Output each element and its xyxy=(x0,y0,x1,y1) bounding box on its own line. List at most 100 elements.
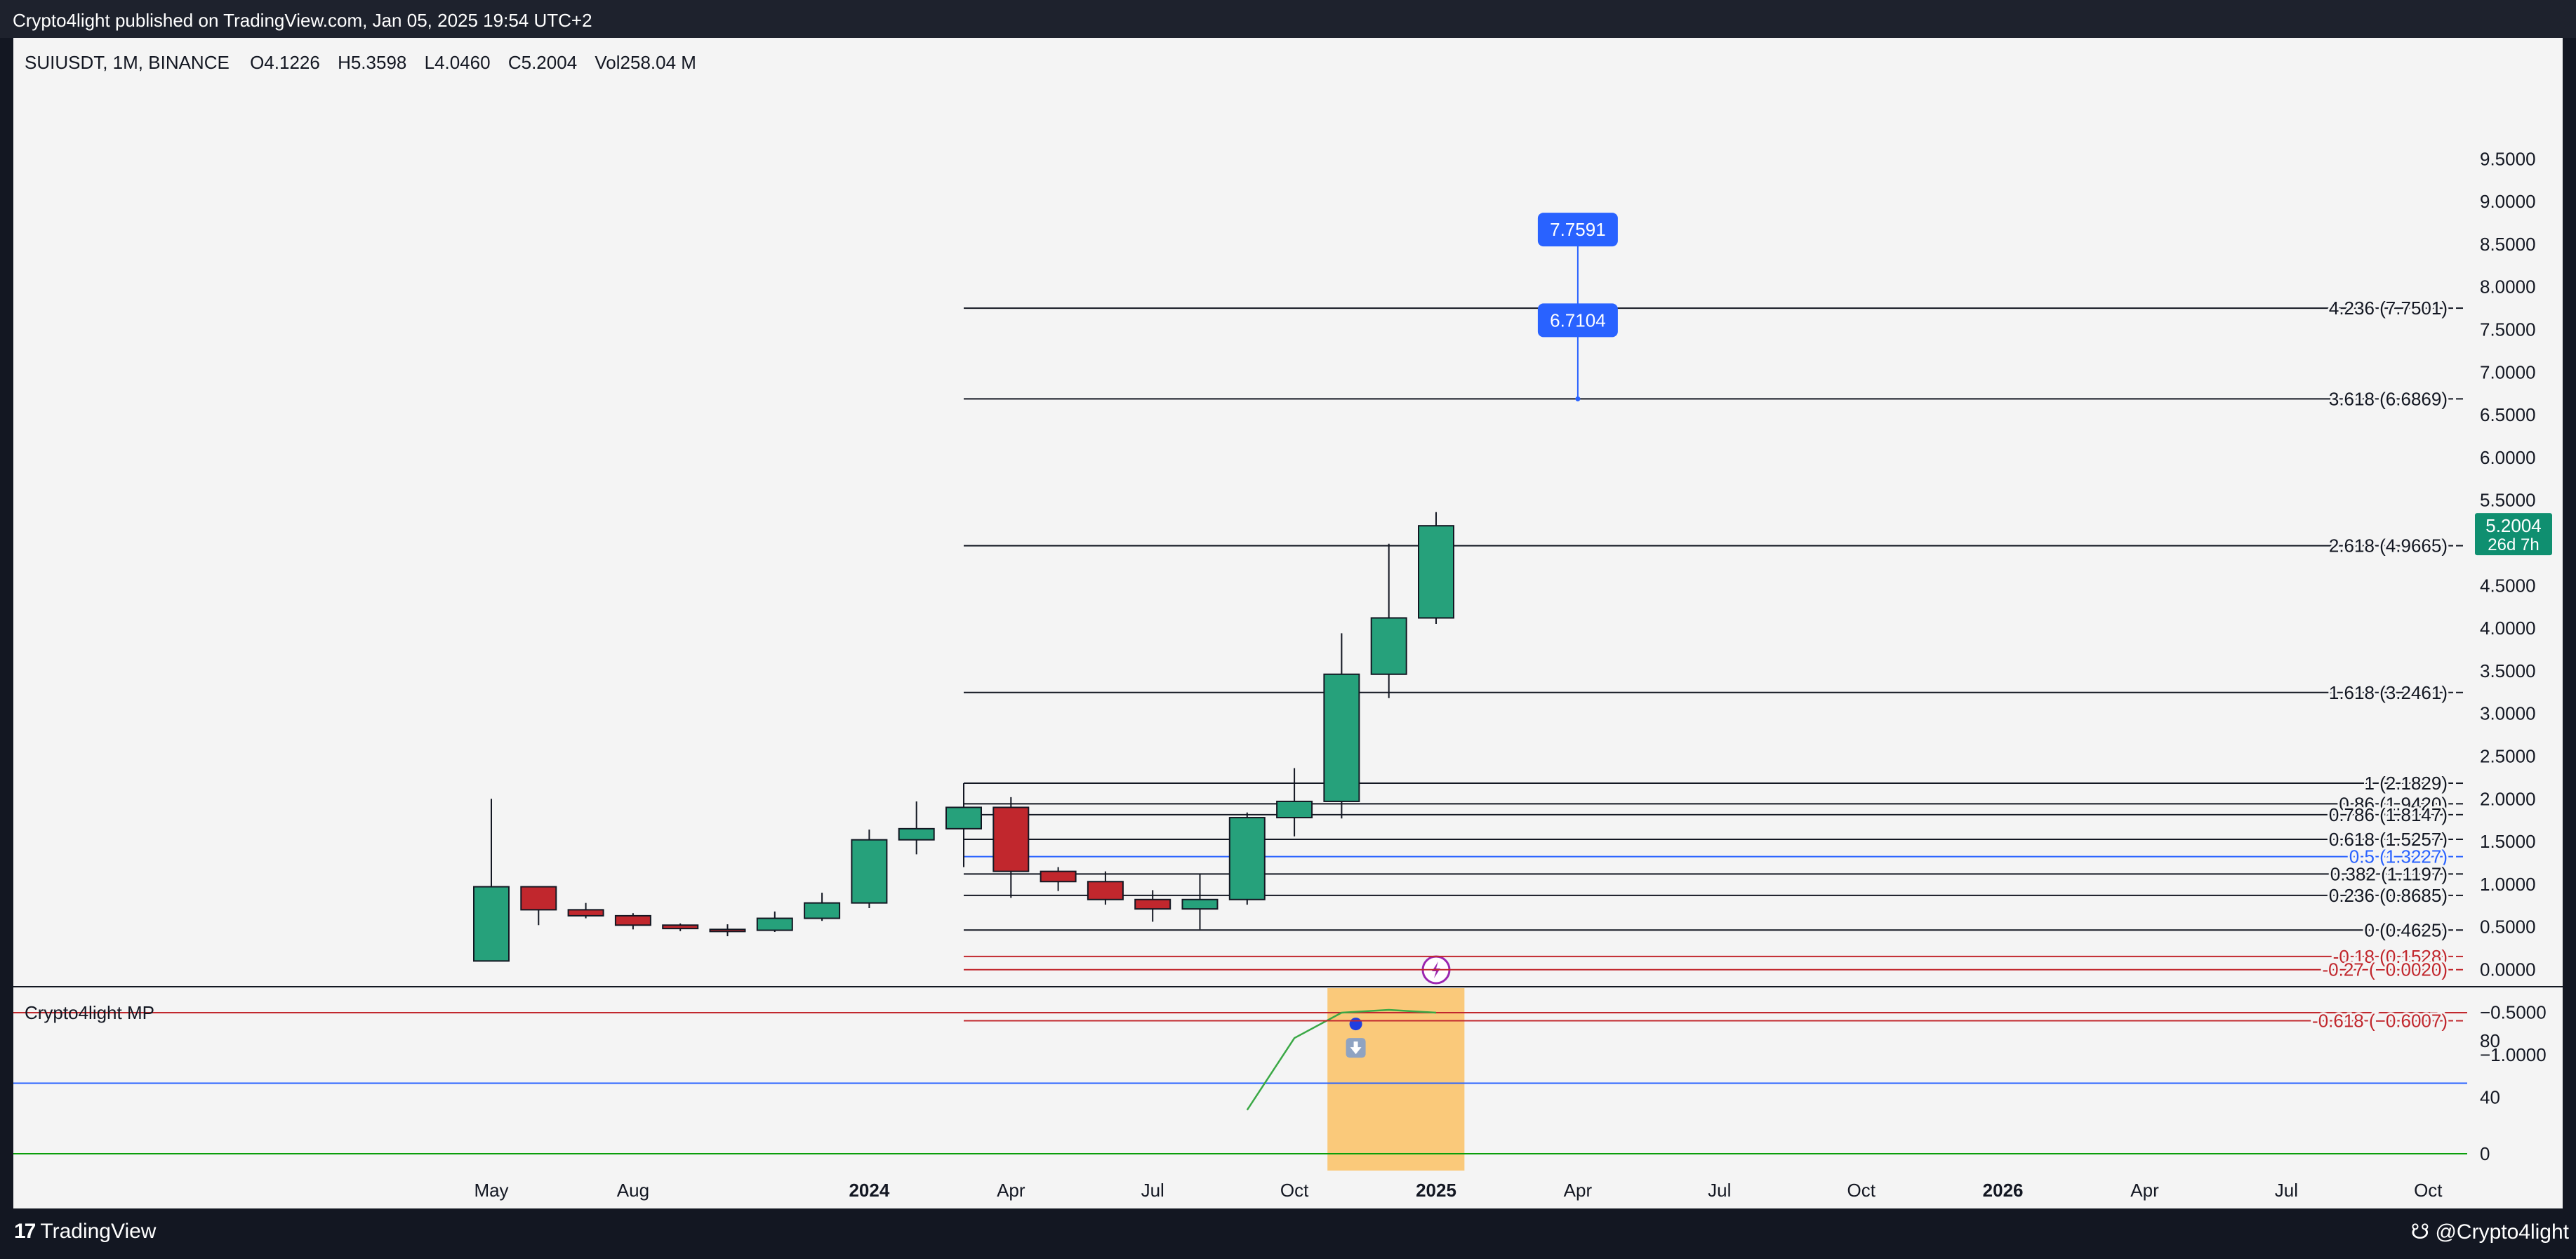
price-axis-label: −0.5000 xyxy=(2480,1001,2547,1022)
target-label-box[interactable] xyxy=(1537,213,1618,247)
time-axis-label: Oct xyxy=(1280,1180,1309,1201)
fib-level-label: 0 (0.4625) xyxy=(2364,919,2448,940)
candle-body[interactable] xyxy=(614,914,651,926)
published-info: Crypto4light published on TradingView.co… xyxy=(13,10,592,31)
fib-level-label: 0.236 (0.8685) xyxy=(2329,885,2448,906)
price-axis-label: 6.0000 xyxy=(2480,447,2536,468)
low-value: 4.0460 xyxy=(434,52,491,73)
bottom-bar: 17 TradingView ☋ @Crypto4light xyxy=(0,1208,2576,1259)
fib-level-label: 0.786 (1.8147) xyxy=(2329,804,2448,825)
candle-body[interactable] xyxy=(1228,817,1266,900)
fib-level-label: 1 (2.1829) xyxy=(2364,773,2448,794)
candle-body[interactable] xyxy=(1134,898,1171,910)
tradingview-logo[interactable]: 17 TradingView xyxy=(14,1220,156,1244)
indicator-axis-label: 0 xyxy=(2480,1143,2490,1164)
symbol-name: SUIUSDT, 1M, BINANCE xyxy=(25,52,230,73)
candle-body[interactable] xyxy=(1276,800,1313,819)
time-axis-label: Apr xyxy=(2130,1180,2159,1201)
candle-body[interactable] xyxy=(945,806,982,830)
time-axis-label: Jul xyxy=(2275,1180,2298,1201)
price-axis-label: −1.0000 xyxy=(2480,1044,2547,1065)
time-axis-label: May xyxy=(474,1180,508,1201)
time-axis-label: 2025 xyxy=(1416,1180,1456,1201)
price-axis-label: 8.5000 xyxy=(2480,234,2536,255)
target-label-box[interactable] xyxy=(1537,303,1618,338)
candle-body[interactable] xyxy=(756,917,793,931)
price-axis-label: 8.0000 xyxy=(2480,277,2536,298)
high-value: 5.3598 xyxy=(350,52,407,73)
time-axis-label: 2024 xyxy=(849,1180,889,1201)
price-axis-label: 3.0000 xyxy=(2480,703,2536,724)
time-axis-label: Jul xyxy=(1141,1180,1164,1201)
indicator-title: Crypto4light MP xyxy=(25,1002,154,1023)
indicator-line xyxy=(1246,1008,1437,1111)
low-key: L xyxy=(424,52,435,73)
fib-level-label: 4.236 (7.7501) xyxy=(2329,298,2448,319)
fib-level-label: -0.18 (0.1528) xyxy=(2333,946,2448,967)
candle-body[interactable] xyxy=(709,928,746,933)
candle-body[interactable] xyxy=(662,924,699,930)
candle-body[interactable] xyxy=(1323,673,1360,802)
fib-level-label: 0.382 (1.1197) xyxy=(2330,863,2448,884)
fib-level-label: 3.618 (6.6869) xyxy=(2329,388,2448,409)
candle-body[interactable] xyxy=(851,839,888,904)
fib-level-label: 2.618 (4.9665) xyxy=(2329,535,2448,557)
indicator-highlight-zone xyxy=(1327,988,1465,1171)
indicator-axis-label: 80 xyxy=(2480,1030,2500,1051)
price-axis-label: 6.5000 xyxy=(2480,404,2536,425)
candle-body[interactable] xyxy=(898,827,935,841)
target-label: 7.7591 xyxy=(1550,219,1606,240)
author-name: @Crypto4light xyxy=(2435,1220,2569,1244)
chart-frame[interactable]: 80 40 0 4.236 (7.7501) 3.618 (6.6869) 2.618 (… xyxy=(13,38,2563,1208)
candle-body[interactable] xyxy=(804,902,841,919)
fib-level-label: -0.27 (−0.0020) xyxy=(2322,959,2448,980)
top-bar: Crypto4light published on TradingView.co… xyxy=(0,0,2576,38)
candle-body[interactable] xyxy=(520,886,557,911)
fib-level-label: -0.618 (−0.6007) xyxy=(2312,1011,2448,1032)
target-anchor xyxy=(1575,396,1581,401)
candle-body[interactable] xyxy=(1181,898,1219,910)
price-axis-label: 4.5000 xyxy=(2480,575,2536,596)
time-axis-label: Oct xyxy=(2414,1180,2443,1201)
price-axis-label: 1.0000 xyxy=(2480,874,2536,895)
open-key: O xyxy=(250,52,265,73)
candle-body[interactable] xyxy=(992,806,1030,872)
price-axis-label: 2.0000 xyxy=(2480,788,2536,809)
time-axis-label: 2026 xyxy=(1983,1180,2024,1201)
time-axis-label: Aug xyxy=(617,1180,649,1201)
high-key: H xyxy=(338,52,351,73)
price-axis-label: 9.5000 xyxy=(2480,148,2536,169)
price-axis-label: 9.0000 xyxy=(2480,191,2536,212)
indicator-axis-label: 40 xyxy=(2480,1087,2500,1108)
current-price-label: 5.2004 xyxy=(2485,515,2542,536)
price-axis-label: 3.5000 xyxy=(2480,660,2536,681)
fib-level-label: 1.618 (3.2461) xyxy=(2329,682,2448,703)
price-axis-label: 5.5000 xyxy=(2480,490,2536,511)
candle-body[interactable] xyxy=(1370,617,1407,675)
price-axis-label: 4.0000 xyxy=(2480,618,2536,639)
signal-dot[interactable] xyxy=(1349,1018,1362,1031)
price-axis-label: 7.0000 xyxy=(2480,361,2536,382)
tradingview-logo-icon: 17 xyxy=(14,1220,36,1243)
candle-body[interactable] xyxy=(1040,870,1077,883)
candle-countdown-label: 26d 7h xyxy=(2488,535,2539,554)
close-key: C xyxy=(507,52,522,73)
time-axis-label: Apr xyxy=(997,1180,1025,1201)
candle-body[interactable] xyxy=(1418,525,1454,619)
candle-body[interactable] xyxy=(567,909,604,917)
fib-level-label: 0.618 (1.5257) xyxy=(2329,829,2448,850)
close-value: 5.2004 xyxy=(521,52,578,73)
author-handle[interactable]: ☋ @Crypto4light xyxy=(2410,1220,2569,1244)
candle-body[interactable] xyxy=(473,886,510,962)
tradingview-logo-label: TradingView xyxy=(40,1220,157,1243)
vol-key: Vol xyxy=(595,52,620,73)
fib-level-label: 0.86 (1.9420) xyxy=(2339,793,2448,814)
symbol-legend: SUIUSDT, 1M, BINANCE O4.1226 H5.3598 L4.… xyxy=(25,52,709,74)
fib-level-label: 0.5 (1.3227) xyxy=(2349,846,2448,867)
chart-svg[interactable]: 80 40 0 4.236 (7.7501) 3.618 (6.6869) 2.618 (… xyxy=(13,38,2563,1208)
current-price-badge xyxy=(2475,513,2552,556)
target-label: 6.7104 xyxy=(1550,309,1606,331)
candle-body[interactable] xyxy=(1087,881,1124,900)
time-axis-label: Apr xyxy=(1564,1180,1593,1201)
time-axis-label: Oct xyxy=(1847,1180,1875,1201)
